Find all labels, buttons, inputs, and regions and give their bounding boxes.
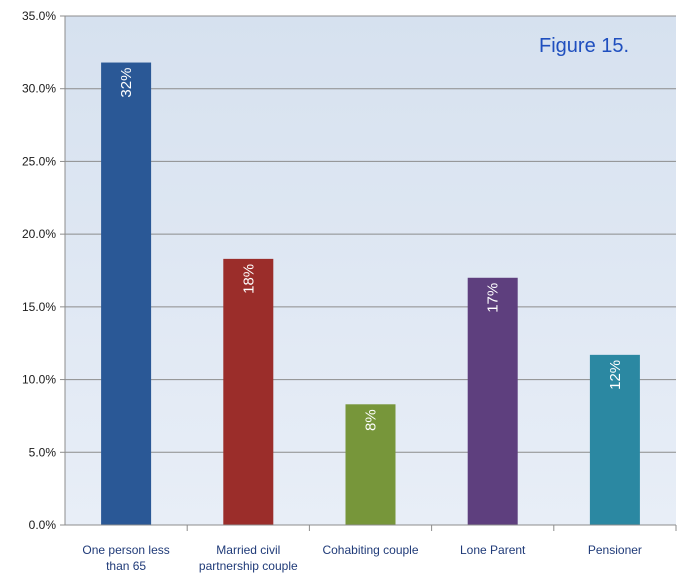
x-category-label: Lone Parent	[460, 543, 526, 557]
x-category-line: One person less	[82, 543, 169, 557]
y-tick-label: 5.0%	[29, 445, 57, 459]
x-category-line: Pensioner	[588, 543, 642, 557]
figure-annotation: Figure 15.	[539, 35, 629, 57]
bar	[101, 62, 152, 526]
bar	[589, 354, 640, 525]
y-tick-label: 25.0%	[22, 154, 56, 168]
x-category-label: Married civil partnership couple	[199, 543, 298, 573]
y-tick-label: 0.0%	[29, 518, 57, 532]
data-label: 17%	[485, 283, 502, 313]
y-tick-label: 30.0%	[22, 82, 56, 96]
axes	[64, 16, 676, 526]
y-axis-ticks: 0.0% 5.0% 10.0% 15.0% 20.0% 25.0% 30.0% 35.0%	[22, 9, 65, 532]
x-axis-categories: One person less than 65 Married civil partn…	[82, 525, 677, 573]
x-category-label: One person less than 65	[82, 543, 169, 573]
y-tick-label: 35.0%	[22, 9, 56, 23]
bar	[345, 404, 396, 525]
x-category-line: partnership couple	[199, 559, 298, 573]
data-label: 8%	[363, 409, 380, 431]
data-labels: 32% 18% 8% 17% 12%	[118, 68, 624, 431]
bars	[101, 62, 640, 526]
y-tick-label: 15.0%	[22, 300, 56, 314]
x-category-line: Cohabiting couple	[322, 543, 418, 557]
bar	[223, 258, 274, 525]
x-category-line: Lone Parent	[460, 543, 526, 557]
x-category-line: Married civil	[216, 543, 280, 557]
y-tick-label: 10.0%	[22, 373, 56, 387]
y-tick-label: 20.0%	[22, 227, 56, 241]
x-category-label: Cohabiting couple	[322, 543, 418, 557]
data-label: 12%	[607, 360, 624, 390]
data-label: 18%	[240, 264, 257, 294]
bar	[467, 277, 518, 525]
data-label: 32%	[118, 68, 135, 98]
x-category-line: than 65	[106, 559, 146, 573]
x-category-label: Pensioner	[588, 543, 642, 557]
